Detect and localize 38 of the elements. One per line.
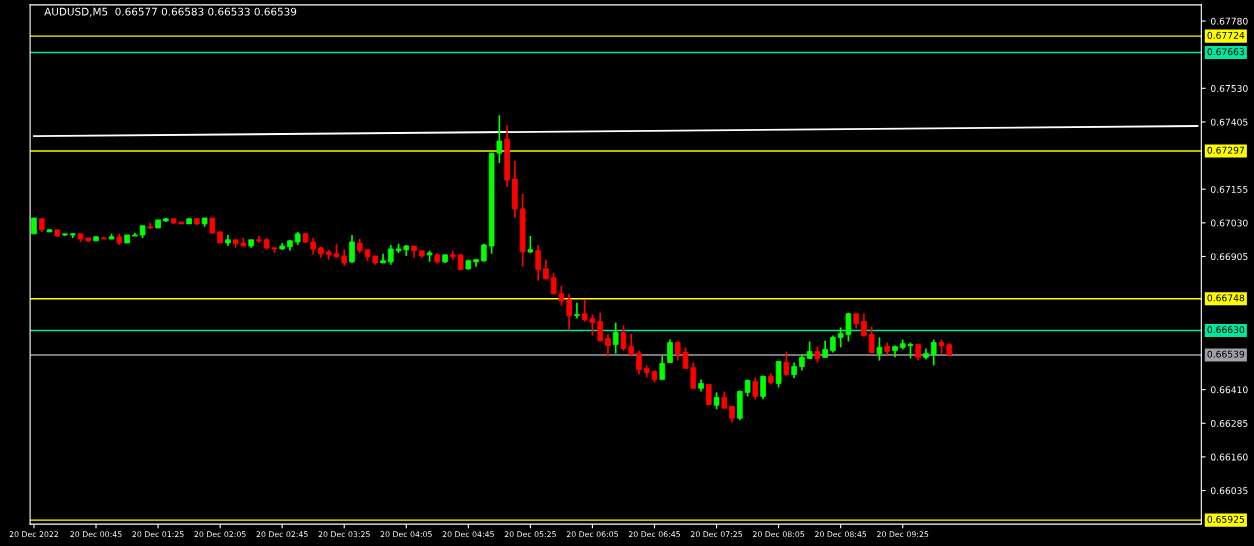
y-tick-label: 0.66905 bbox=[1210, 253, 1248, 261]
y-tick-label: 0.66035 bbox=[1210, 487, 1248, 495]
candlestick bbox=[100, 235, 107, 240]
y-tick-label: 0.67155 bbox=[1210, 185, 1248, 193]
candlestick bbox=[69, 232, 76, 239]
ref-line-label: 0.67663 bbox=[1207, 48, 1245, 56]
candlestick bbox=[783, 350, 790, 377]
candlestick bbox=[31, 217, 37, 235]
ref-line-label: 0.66539 bbox=[1207, 350, 1245, 358]
y-tick-label: 0.67780 bbox=[1210, 17, 1248, 25]
ref-line-label: 0.67297 bbox=[1207, 146, 1245, 154]
candlestick bbox=[62, 233, 68, 237]
ref-line-label: 0.67724 bbox=[1207, 31, 1245, 39]
candlestick bbox=[225, 234, 231, 247]
candlestick bbox=[418, 249, 425, 259]
candlestick bbox=[163, 217, 169, 223]
y-tick-label: 0.66410 bbox=[1210, 386, 1248, 394]
candlestick bbox=[131, 232, 138, 237]
y-tick-label: 0.67530 bbox=[1210, 85, 1248, 92]
y-tick-label: 0.67030 bbox=[1210, 219, 1248, 227]
candlestick bbox=[256, 235, 262, 244]
candlestick bbox=[147, 222, 154, 230]
candlestick bbox=[775, 360, 782, 389]
chart-title: AUDUSD,M5 0.66577 0.66583 0.66533 0.66539 bbox=[44, 7, 297, 17]
y-tick-label: 0.67405 bbox=[1210, 118, 1248, 126]
candlestick bbox=[155, 219, 161, 229]
candlestick bbox=[93, 235, 99, 242]
ref-line-label: 0.66748 bbox=[1207, 294, 1245, 302]
candlestick bbox=[519, 193, 526, 268]
y-tick-label: 0.66160 bbox=[1210, 453, 1248, 461]
ref-line-label: 0.66630 bbox=[1207, 326, 1245, 334]
candlestick bbox=[279, 242, 286, 251]
y-tick-label: 0.66285 bbox=[1210, 419, 1248, 427]
candlestick bbox=[380, 252, 386, 264]
candlestick bbox=[186, 217, 192, 225]
candlestick bbox=[124, 234, 130, 244]
candlestick bbox=[876, 336, 883, 362]
ref-line-label: 0.65925 bbox=[1207, 515, 1244, 523]
